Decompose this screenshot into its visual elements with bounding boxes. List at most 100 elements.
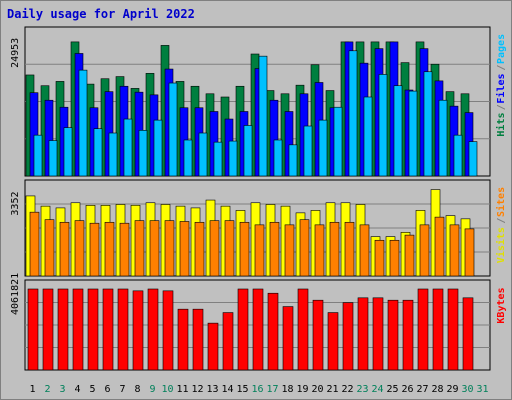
day-label: 30	[461, 384, 473, 395]
kbytes-bar-kbytes	[462, 297, 474, 371]
hits-files-pages-bar-pages	[78, 69, 88, 177]
visits-sites-bar-sites	[404, 234, 415, 277]
day-label: 6	[104, 384, 110, 395]
visits-sites-bar-sites	[284, 224, 295, 277]
chart-title: Daily usage for April 2022	[7, 7, 195, 21]
hits-files-pages-legend-slash: /	[496, 65, 507, 71]
visits-sites-bar-sites	[449, 224, 460, 277]
visits-sites-bar-sites	[344, 221, 355, 277]
hits-files-pages-bar-pages	[153, 119, 163, 177]
visits-sites-bar-sites	[44, 219, 55, 277]
visits-sites-bar-sites	[359, 224, 370, 277]
visits-sites-bar-sites	[194, 221, 205, 277]
visits-sites-bar-sites	[89, 222, 100, 277]
kbytes-bar-kbytes	[42, 288, 54, 371]
visits-sites-legend-sites: Sites	[495, 187, 507, 217]
hits-files-pages-legend-files: Files	[495, 73, 507, 103]
day-label: 10	[161, 384, 173, 395]
day-label: 26	[401, 384, 413, 395]
hits-files-pages-bar-pages	[348, 50, 358, 177]
hits-files-pages-ymax-label: 24953	[10, 38, 21, 68]
kbytes-bar-kbytes	[132, 290, 144, 371]
hits-files-pages-bar-pages	[213, 141, 223, 177]
hits-files-pages-bar-pages	[288, 144, 298, 177]
hits-files-pages-legend-slash: /	[496, 104, 507, 110]
kbytes-bar-kbytes	[357, 297, 369, 371]
day-label: 23	[356, 384, 368, 395]
kbytes-bar-kbytes	[282, 306, 294, 371]
kbytes-bar-kbytes	[252, 288, 264, 371]
day-label: 13	[206, 384, 218, 395]
kbytes-bar-kbytes	[402, 299, 414, 371]
kbytes-bar-kbytes	[147, 288, 159, 371]
day-label: 22	[341, 384, 353, 395]
day-label: 15	[236, 384, 248, 395]
visits-sites-bar-sites	[299, 219, 310, 277]
hits-files-pages-bar-pages	[228, 140, 238, 177]
visits-sites-bar-sites	[209, 220, 220, 277]
day-label: 1	[29, 384, 35, 395]
hits-files-pages-legend-pages: Pages	[496, 34, 507, 64]
kbytes-bar-kbytes	[372, 297, 384, 371]
hits-files-pages-bar-pages	[393, 85, 403, 177]
kbytes-bar-kbytes	[192, 308, 204, 371]
visits-sites-bar-sites	[224, 220, 235, 277]
day-label: 19	[296, 384, 308, 395]
day-label: 16	[251, 384, 263, 395]
hits-files-pages-bar-pages	[63, 127, 73, 177]
day-label: 31	[476, 384, 488, 395]
kbytes-bar-kbytes	[447, 288, 459, 371]
hits-files-pages-bar-pages	[438, 99, 448, 177]
visits-sites-legend-visits: Visits	[495, 227, 507, 263]
visits-sites-ymax-label: 3352	[10, 192, 21, 216]
kbytes-bar-kbytes	[117, 288, 129, 371]
kbytes-bar-kbytes	[327, 312, 339, 371]
visits-sites-bar-sites	[179, 221, 190, 277]
hits-files-pages-bar-pages	[33, 134, 43, 177]
hits-files-pages-bar-pages	[243, 125, 253, 177]
visits-sites-bar-sites	[314, 224, 325, 277]
kbytes-bar-kbytes	[267, 292, 279, 371]
day-label: 21	[326, 384, 338, 395]
hits-files-pages-bar-pages	[363, 96, 373, 177]
visits-sites-bar-sites	[329, 221, 340, 277]
day-label: 17	[266, 384, 278, 395]
hits-files-pages-bar-pages	[168, 82, 178, 177]
day-label: 11	[176, 384, 188, 395]
day-label: 25	[386, 384, 398, 395]
hits-files-pages-bar-pages	[198, 132, 208, 177]
hits-files-pages-bar-pages	[273, 139, 283, 177]
visits-sites-bar-sites	[434, 216, 445, 277]
hits-files-pages-bar-pages	[183, 139, 193, 177]
kbytes-legend-kbytes: KBytes	[496, 287, 507, 323]
day-label: 9	[149, 384, 155, 395]
visits-sites-bar-sites	[134, 220, 145, 277]
hits-files-pages-bar-pages	[318, 119, 328, 177]
visits-sites-bar-sites	[239, 221, 250, 277]
kbytes-bar-kbytes	[162, 290, 174, 371]
kbytes-bar-kbytes	[342, 302, 354, 371]
kbytes-bar-kbytes	[57, 288, 69, 371]
hits-files-pages-bar-pages	[333, 106, 343, 177]
kbytes-bar-kbytes	[297, 288, 309, 371]
day-label: 27	[416, 384, 428, 395]
day-label: 20	[311, 384, 323, 395]
hits-files-pages-bar-pages	[48, 140, 58, 177]
hits-files-pages-bar-pages	[138, 130, 148, 177]
visits-sites-bar-sites	[149, 220, 160, 277]
kbytes-bar-kbytes	[72, 288, 84, 371]
kbytes-bar-kbytes	[87, 288, 99, 371]
hits-files-pages-bar-pages	[423, 71, 433, 177]
kbytes-bar-kbytes	[312, 299, 324, 371]
day-label: 2	[44, 384, 50, 395]
visits-sites-bar-sites	[119, 222, 130, 277]
day-label: 7	[119, 384, 125, 395]
kbytes-bar-kbytes	[102, 288, 114, 371]
hits-files-pages-bar-pages	[378, 74, 388, 177]
day-label: 5	[89, 384, 95, 395]
visits-sites-bar-sites	[59, 221, 70, 277]
hits-files-pages-bar-pages	[108, 132, 118, 177]
kbytes-bar-kbytes	[237, 288, 249, 371]
hits-files-pages-bar-pages	[303, 125, 313, 177]
